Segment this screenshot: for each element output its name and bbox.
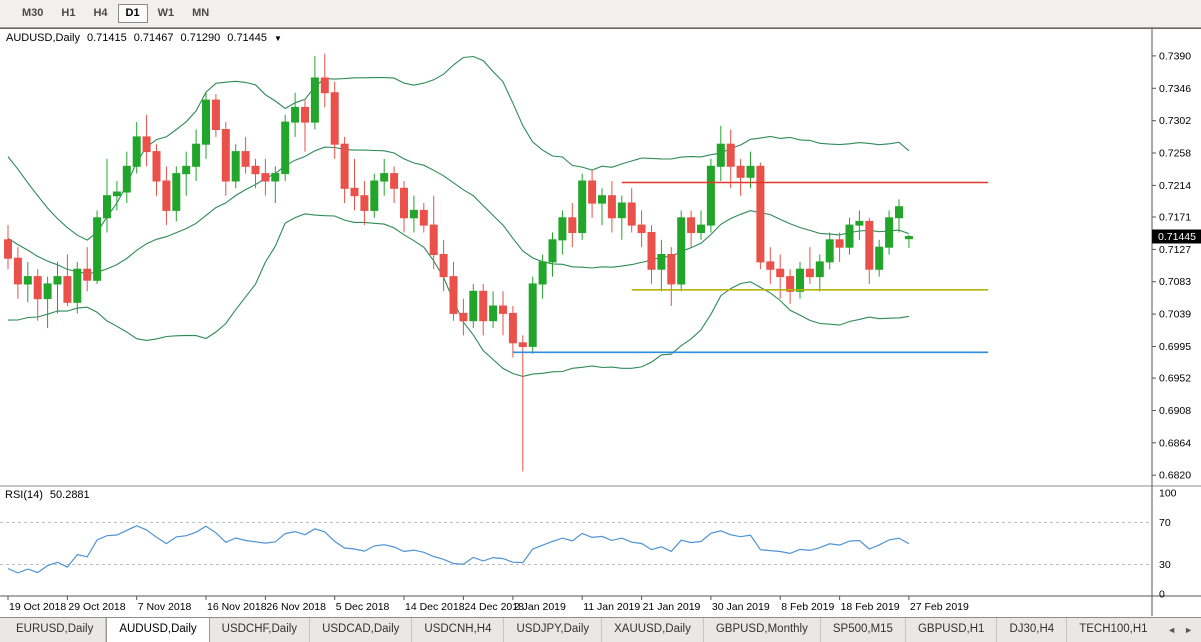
timeframe-button-m30[interactable]: M30: [14, 4, 51, 23]
svg-text:11 Jan 2019: 11 Jan 2019: [583, 601, 640, 613]
date-axis: 19 Oct 2018 29 Oct 2018 7 Nov 2018 16 Nov 2…: [7, 596, 969, 613]
svg-text:18 Feb 2019: 18 Feb 2019: [841, 601, 900, 613]
svg-text:0.6908: 0.6908: [1159, 405, 1191, 417]
svg-text:26 Nov 2018: 26 Nov 2018: [266, 601, 326, 613]
svg-text:0.7171: 0.7171: [1159, 212, 1191, 224]
chart-tab-xauusd-daily[interactable]: XAUUSD,Daily: [602, 618, 704, 642]
svg-text:16 Nov 2018: 16 Nov 2018: [207, 601, 267, 613]
svg-text:0.6952: 0.6952: [1159, 373, 1191, 385]
chart-tab-gbpusd-h1[interactable]: GBPUSD,H1: [906, 618, 998, 642]
rsi-indicator-label: RSI(14) 50.2881: [5, 489, 90, 501]
bollinger-lower-band: [7, 213, 909, 377]
timeframe-button-h1[interactable]: H1: [53, 4, 83, 23]
rsi-indicator: 100 70 30 0: [0, 488, 1177, 601]
current-price-badge: 0.71445: [1152, 229, 1201, 244]
svg-text:7 Nov 2018: 7 Nov 2018: [138, 601, 192, 613]
svg-text:0.7258: 0.7258: [1159, 148, 1191, 160]
svg-text:70: 70: [1159, 517, 1171, 529]
chart-tab-tech100-h1[interactable]: TECH100,H1: [1067, 618, 1159, 642]
svg-text:27 Feb 2019: 27 Feb 2019: [910, 601, 969, 613]
rsi-name: RSI(14): [5, 489, 43, 501]
svg-text:0.6820: 0.6820: [1159, 470, 1191, 482]
chart-menu-icon[interactable]: ▼: [274, 33, 282, 43]
svg-text:19 Oct 2018: 19 Oct 2018: [9, 601, 66, 613]
price-axis: 0.7390 0.7346 0.7302 0.7258 0.7214 0.7171 0.71…: [1152, 50, 1191, 482]
svg-text:0.71445: 0.71445: [1158, 231, 1196, 243]
rsi-line: [7, 525, 910, 574]
bollinger-middle-band: [7, 146, 910, 275]
ohlc-low: 0.71290: [180, 32, 221, 44]
svg-text:0: 0: [1159, 589, 1165, 601]
chart-tab-gbpusd-monthly[interactable]: GBPUSD,Monthly: [704, 618, 821, 642]
chart-window: AUDUSD,Daily 0.71415 0.71467 0.71290 0.7…: [0, 28, 1201, 617]
ohlc-high: 0.71467: [133, 32, 174, 44]
svg-text:0.7346: 0.7346: [1159, 83, 1191, 95]
chart-tab-dj30-h4[interactable]: DJ30,H4: [997, 618, 1068, 642]
price-chart[interactable]: 0.7390 0.7346 0.7302 0.7258 0.7214 0.7171 0.71…: [0, 28, 1201, 617]
svg-text:30: 30: [1159, 559, 1171, 571]
timeframe-toolbar: M30 H1 H4 D1 W1 MN: [0, 0, 1201, 28]
svg-text:29 Oct 2018: 29 Oct 2018: [68, 601, 125, 613]
candlesticks: [4, 53, 913, 472]
tabs-scroll-right-icon[interactable]: ►: [1184, 625, 1193, 635]
chart-tab-usdcnh-h4[interactable]: USDCNH,H4: [412, 618, 505, 642]
timeframe-button-h4[interactable]: H4: [85, 4, 115, 23]
svg-text:24 Dec 2018: 24 Dec 2018: [464, 601, 524, 613]
chart-tab-bar: EURUSD,Daily AUDUSD,Daily USDCHF,Daily USDC…: [0, 617, 1201, 642]
chart-tab-usdchf-daily[interactable]: USDCHF,Daily: [210, 618, 311, 642]
bollinger-upper-band: [7, 55, 910, 241]
svg-text:21 Jan 2019: 21 Jan 2019: [643, 601, 701, 613]
chart-tabs: EURUSD,Daily AUDUSD,Daily USDCHF,Daily USDC…: [0, 618, 1159, 642]
svg-text:100: 100: [1159, 488, 1177, 500]
svg-text:0.7127: 0.7127: [1159, 244, 1191, 256]
timeframe-button-mn[interactable]: MN: [184, 4, 217, 23]
chart-title: AUDUSD,Daily 0.71415 0.71467 0.71290 0.7…: [6, 32, 282, 44]
timeframe-button-d1[interactable]: D1: [117, 4, 148, 23]
svg-text:0.6995: 0.6995: [1159, 341, 1191, 353]
svg-text:0.7390: 0.7390: [1159, 50, 1191, 62]
timeframe-button-w1[interactable]: W1: [150, 4, 183, 23]
svg-text:8 Feb 2019: 8 Feb 2019: [781, 601, 834, 613]
svg-text:0.6864: 0.6864: [1159, 437, 1191, 449]
tabs-scroll-left-icon[interactable]: ◄: [1167, 625, 1177, 635]
chart-symbol-label: AUDUSD,Daily: [6, 32, 80, 44]
chart-tab-audusd-daily[interactable]: AUDUSD,Daily: [106, 618, 210, 642]
chart-tab-usdcad-daily[interactable]: USDCAD,Daily: [310, 618, 413, 642]
svg-text:0.7214: 0.7214: [1159, 180, 1191, 192]
svg-text:0.7302: 0.7302: [1159, 115, 1191, 127]
tab-scroll-arrows: ◄ ►: [1159, 618, 1201, 642]
svg-text:2 Jan 2019: 2 Jan 2019: [514, 601, 566, 613]
chart-tab-sp500-m15[interactable]: SP500,M15: [821, 618, 906, 642]
svg-text:14 Dec 2018: 14 Dec 2018: [405, 601, 465, 613]
ohlc-open: 0.71415: [86, 32, 127, 44]
svg-text:30 Jan 2019: 30 Jan 2019: [712, 601, 770, 613]
chart-tab-usdjpy-daily[interactable]: USDJPY,Daily: [504, 618, 603, 642]
svg-text:0.7039: 0.7039: [1159, 309, 1191, 321]
svg-text:5 Dec 2018: 5 Dec 2018: [336, 601, 390, 613]
chart-tab-eurusd-daily[interactable]: EURUSD,Daily: [4, 618, 107, 642]
svg-text:0.7083: 0.7083: [1159, 276, 1191, 288]
ohlc-close: 0.71445: [227, 32, 268, 44]
rsi-value: 50.2881: [49, 489, 90, 501]
bollinger-bands: [7, 55, 910, 377]
